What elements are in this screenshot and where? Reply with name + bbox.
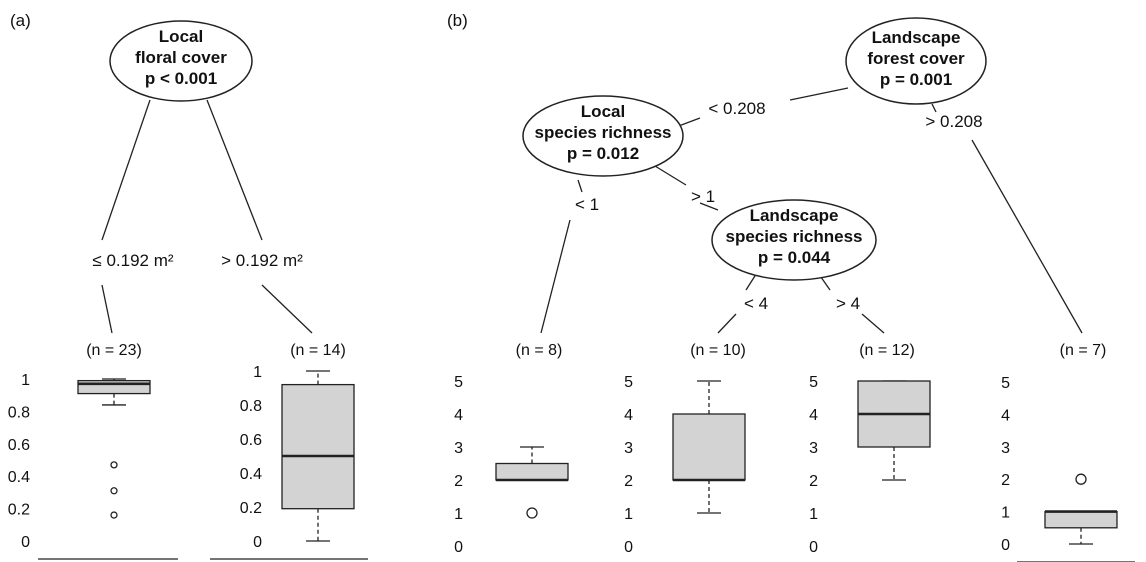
node-local-species-richness: [522, 95, 684, 177]
boxplot-6: (n = 7) 0 1 2 3 4 5: [1001, 342, 1135, 562]
y-tick-label: 3: [624, 440, 633, 457]
y-tick-label: 2: [624, 473, 633, 490]
edge-labels: ≤ 0.192 m² > 0.192 m² < 0.208 > 0.208 < …: [92, 99, 982, 313]
y-tick-label: 0.4: [240, 466, 262, 483]
y-tick-label: 0: [21, 534, 30, 551]
outlier-point: [110, 487, 118, 495]
node-local-species-richness-line3: p = 0.012: [567, 144, 639, 163]
iqr-box: [672, 413, 746, 481]
y-tick-label: 5: [624, 374, 633, 391]
boxplot-2: (n = 14) 0 0.2 0.4 0.6 0.8 1: [210, 342, 368, 560]
boxplot-title: (n = 12): [859, 342, 915, 359]
panel-label-a: (a): [10, 11, 31, 30]
boxplot-title: (n = 14): [290, 342, 346, 359]
node-local-floral-cover-line3: p < 0.001: [145, 69, 217, 88]
edge-label-landscape-rich-low: < 4: [744, 294, 768, 313]
y-tick-label: 2: [809, 473, 818, 490]
y-tick-label: 3: [454, 440, 463, 457]
y-tick-label: 0.8: [8, 404, 30, 421]
y-tick-label: 0.8: [240, 398, 262, 415]
y-tick-label: 0.6: [8, 437, 30, 454]
y-tick-label: 0.2: [8, 502, 30, 519]
y-tick-label: 3: [809, 440, 818, 457]
y-tick-label: 2: [454, 473, 463, 490]
boxplot-title: (n = 7): [1060, 342, 1107, 359]
y-tick-label: 1: [624, 506, 633, 523]
tree-nodes: Local floral cover p < 0.001 Landscape f…: [109, 17, 987, 281]
boxplot-title: (n = 8): [516, 342, 563, 359]
y-tick-label: 1: [1001, 505, 1010, 522]
y-tick-label: 5: [454, 374, 463, 391]
edge-label-forest-high: > 0.208: [925, 112, 982, 131]
y-tick-label: 1: [21, 372, 30, 389]
boxplot-5: (n = 12) 0 1 2 3 4 5: [809, 342, 931, 556]
node-landscape-forest-cover-line3: p = 0.001: [880, 70, 952, 89]
outlier-point: [110, 461, 118, 469]
y-tick-label: 0.6: [240, 432, 262, 449]
y-tick-label: 4: [624, 407, 633, 424]
y-tick-label: 1: [253, 364, 262, 381]
boxplot-title: (n = 23): [86, 342, 142, 359]
edge-label-forest-low: < 0.208: [708, 99, 765, 118]
node-local-floral-cover-line2: floral cover: [135, 48, 227, 67]
y-tick-label: 1: [454, 506, 463, 523]
node-local-floral-cover-line1: Local: [159, 27, 203, 46]
boxplot-3: (n = 8) 0 1 2 3 4 5: [454, 342, 569, 556]
boxplot-group: (n = 23) 0 0.2 0.4 0.6 0.8 1 (n = 14) 0 0.2 0.4 0.6…: [8, 342, 1135, 562]
y-tick-label: 0: [253, 534, 262, 551]
y-tick-label: 5: [809, 374, 818, 391]
edge-label-floral-low: ≤ 0.192 m²: [92, 251, 173, 270]
outlier-point: [110, 511, 118, 519]
node-landscape-species-richness-line3: p = 0.044: [758, 248, 831, 267]
node-landscape-species-richness: [711, 199, 877, 281]
edge-label-local-rich-low: < 1: [575, 195, 599, 214]
boxplot-title: (n = 10): [690, 342, 746, 359]
boxplot-4: (n = 10) 0 1 2 3 4 5: [624, 342, 746, 556]
y-tick-label: 0.2: [240, 500, 262, 517]
iqr-box: [495, 462, 569, 481]
outlier-point: [1075, 473, 1087, 485]
node-landscape-species-richness-line2: species richness: [725, 227, 862, 246]
node-landscape-forest-cover: [845, 17, 987, 105]
node-landscape-forest-cover-line1: Landscape: [872, 28, 961, 47]
iqr-box: [1044, 510, 1118, 529]
panel-label-b: (b): [447, 11, 468, 30]
y-tick-label: 5: [1001, 375, 1010, 392]
outlier-point: [526, 507, 538, 519]
y-tick-label: 3: [1001, 440, 1010, 457]
node-local-species-richness-line1: Local: [581, 102, 625, 121]
edge-label-floral-high: > 0.192 m²: [221, 251, 303, 270]
y-tick-label: 0: [809, 539, 818, 556]
y-tick-label: 0: [1001, 537, 1010, 554]
node-local-species-richness-line2: species richness: [534, 123, 671, 142]
y-tick-label: 4: [1001, 407, 1010, 424]
edge-label-landscape-rich-high: > 4: [836, 294, 860, 313]
edge-label-local-rich-high: > 1: [691, 187, 715, 206]
y-tick-label: 1: [809, 506, 818, 523]
y-tick-label: 2: [1001, 472, 1010, 489]
boxplot-1: (n = 23) 0 0.2 0.4 0.6 0.8 1: [8, 342, 178, 560]
y-tick-label: 0: [624, 539, 633, 556]
node-landscape-forest-cover-line2: forest cover: [867, 49, 965, 68]
iqr-box: [281, 383, 355, 510]
y-tick-label: 0: [454, 539, 463, 556]
y-tick-label: 0.4: [8, 469, 30, 486]
node-landscape-species-richness-line1: Landscape: [750, 206, 839, 225]
y-tick-label: 4: [454, 407, 463, 424]
y-tick-label: 4: [809, 407, 818, 424]
node-local-floral-cover: [109, 20, 253, 102]
